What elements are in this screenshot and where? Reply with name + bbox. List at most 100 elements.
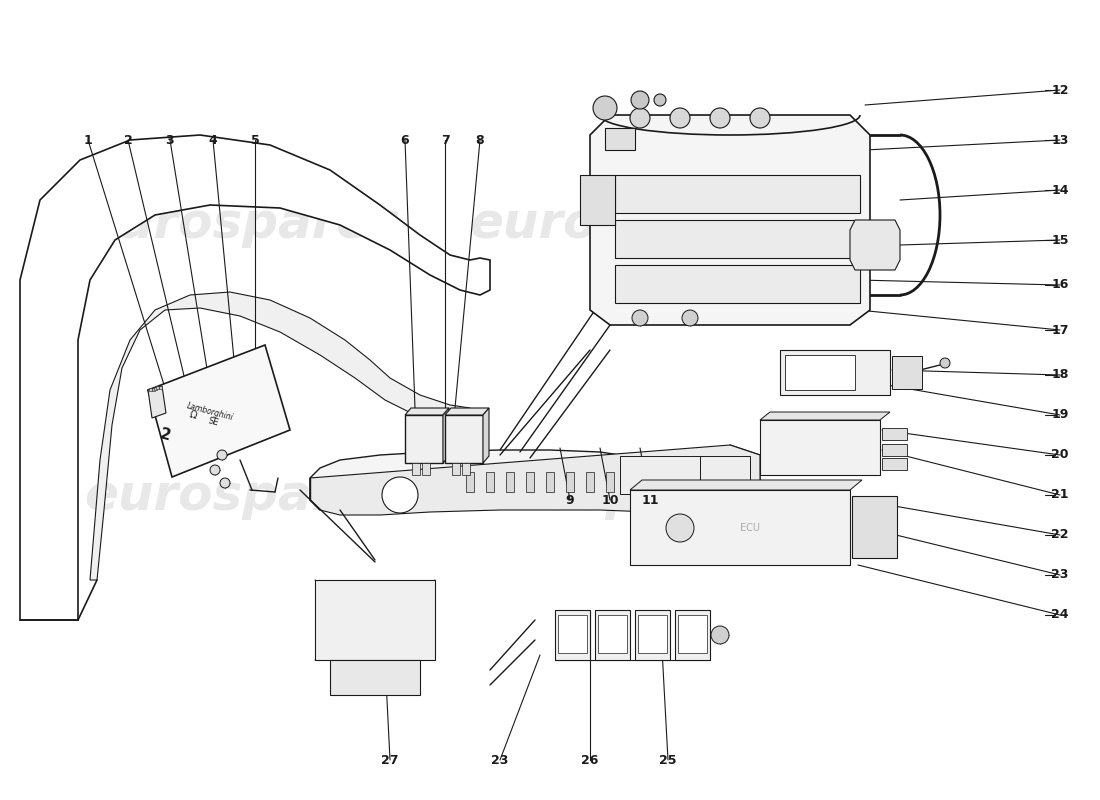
Text: 1: 1 xyxy=(84,134,92,146)
Bar xyxy=(892,356,922,389)
Circle shape xyxy=(210,465,220,475)
Text: eurospares: eurospares xyxy=(84,472,400,520)
Bar xyxy=(586,472,594,492)
Bar xyxy=(580,175,615,225)
Bar xyxy=(635,610,670,660)
Bar xyxy=(405,415,443,463)
Bar xyxy=(615,175,860,213)
Bar xyxy=(152,388,154,390)
Bar xyxy=(486,472,494,492)
Polygon shape xyxy=(405,408,449,415)
Text: 2: 2 xyxy=(158,426,172,444)
Text: 20: 20 xyxy=(1052,449,1069,462)
Bar xyxy=(598,615,627,653)
Polygon shape xyxy=(20,135,490,620)
Bar xyxy=(422,463,430,475)
Bar xyxy=(630,490,850,565)
Text: SE: SE xyxy=(207,416,219,428)
Text: ECU: ECU xyxy=(740,523,760,533)
Polygon shape xyxy=(443,408,449,463)
Bar xyxy=(615,220,860,258)
Text: 23: 23 xyxy=(1052,569,1069,582)
Bar xyxy=(546,472,554,492)
Bar xyxy=(780,350,890,395)
Text: eurospares: eurospares xyxy=(469,200,785,248)
Bar xyxy=(156,386,160,390)
Circle shape xyxy=(750,108,770,128)
Bar xyxy=(154,387,157,390)
Text: 4: 4 xyxy=(209,134,218,146)
Circle shape xyxy=(711,626,729,644)
Bar xyxy=(882,444,908,456)
Polygon shape xyxy=(446,408,490,415)
Text: 14: 14 xyxy=(1052,183,1069,197)
Circle shape xyxy=(630,108,650,128)
Text: 9: 9 xyxy=(565,494,574,506)
Polygon shape xyxy=(310,445,770,515)
Polygon shape xyxy=(148,345,290,477)
Circle shape xyxy=(632,310,648,326)
Text: 22: 22 xyxy=(1052,529,1069,542)
Polygon shape xyxy=(590,115,870,325)
Text: 26: 26 xyxy=(581,754,598,766)
Circle shape xyxy=(631,91,649,109)
Text: eurospares: eurospares xyxy=(84,200,400,248)
Bar xyxy=(882,458,908,470)
Circle shape xyxy=(710,108,730,128)
Circle shape xyxy=(940,358,950,368)
Text: 13: 13 xyxy=(1052,134,1069,146)
Text: 5: 5 xyxy=(251,134,260,146)
Polygon shape xyxy=(630,480,862,490)
Bar xyxy=(315,580,434,660)
Text: 27: 27 xyxy=(382,754,398,766)
Bar xyxy=(606,472,614,492)
Bar xyxy=(700,456,750,494)
Text: 21: 21 xyxy=(1052,489,1069,502)
Bar xyxy=(638,615,667,653)
Bar xyxy=(760,420,880,475)
Polygon shape xyxy=(483,408,490,463)
Text: 23: 23 xyxy=(492,754,508,766)
Bar xyxy=(620,456,700,494)
Polygon shape xyxy=(90,292,470,580)
Bar xyxy=(675,610,710,660)
Bar xyxy=(882,428,908,440)
Text: 3: 3 xyxy=(166,134,174,146)
Text: 17: 17 xyxy=(1052,323,1069,337)
Bar xyxy=(150,388,152,391)
Bar xyxy=(452,463,460,475)
Bar xyxy=(556,610,590,660)
Bar xyxy=(615,265,860,303)
Circle shape xyxy=(654,94,666,106)
Text: eurospares: eurospares xyxy=(447,472,763,520)
Circle shape xyxy=(220,478,230,488)
Text: Lamborghini: Lamborghini xyxy=(186,402,234,422)
Circle shape xyxy=(666,514,694,542)
Bar xyxy=(558,615,587,653)
Circle shape xyxy=(593,96,617,120)
Polygon shape xyxy=(760,412,890,420)
Bar xyxy=(412,463,420,475)
Polygon shape xyxy=(310,445,760,500)
Circle shape xyxy=(682,310,698,326)
Circle shape xyxy=(382,477,418,513)
Bar xyxy=(566,472,574,492)
Polygon shape xyxy=(850,220,900,270)
Text: 19: 19 xyxy=(1052,409,1069,422)
Bar xyxy=(466,472,474,492)
Text: 11: 11 xyxy=(641,494,659,506)
Text: 7: 7 xyxy=(441,134,450,146)
Text: 18: 18 xyxy=(1052,369,1069,382)
Text: 15: 15 xyxy=(1052,234,1069,246)
Bar xyxy=(595,610,630,660)
Text: 16: 16 xyxy=(1052,278,1069,291)
Bar xyxy=(852,496,896,558)
Circle shape xyxy=(217,450,227,460)
Bar xyxy=(605,128,635,150)
Text: 2: 2 xyxy=(123,134,132,146)
Bar xyxy=(158,386,162,389)
Bar xyxy=(785,355,855,390)
Circle shape xyxy=(670,108,690,128)
Bar xyxy=(678,615,707,653)
Bar xyxy=(526,472,534,492)
